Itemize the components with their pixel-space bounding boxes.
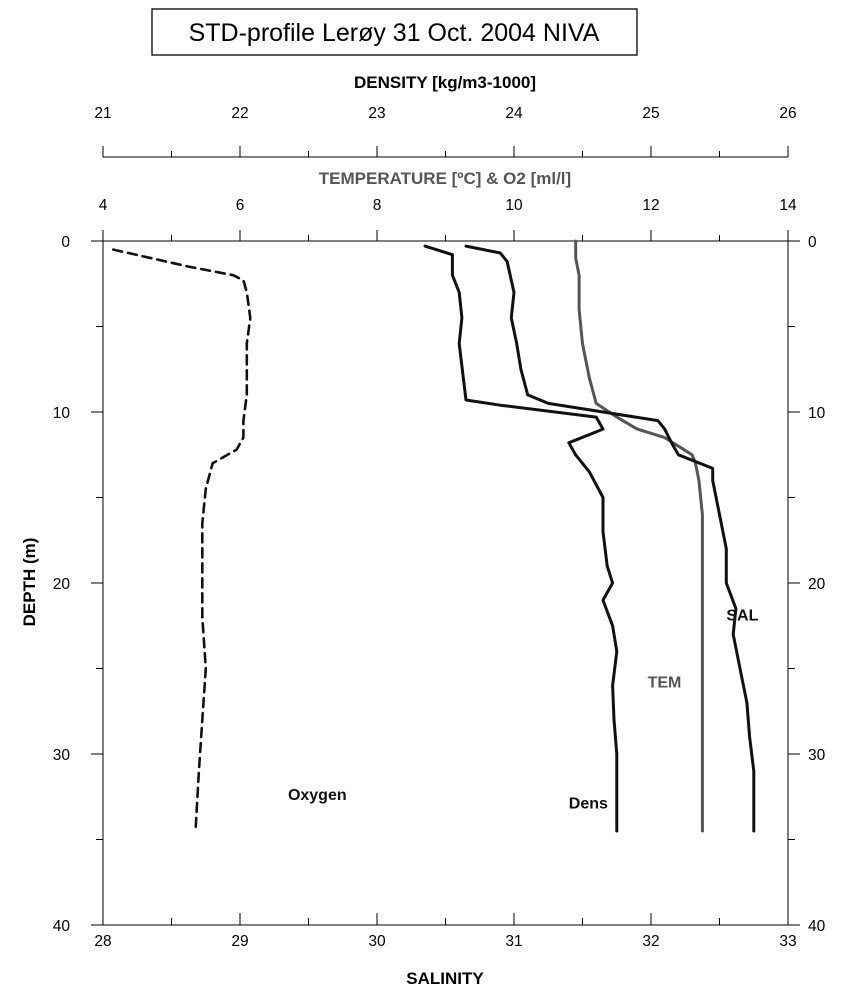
temperature-tick-label: 6 <box>236 197 245 214</box>
depth-tick-label-right: 0 <box>808 234 817 251</box>
temperature-tick-label: 8 <box>373 197 382 214</box>
depth-tick-label-left: 30 <box>53 747 71 764</box>
chart-title: STD-profile Lerøy 31 Oct. 2004 NIVA <box>189 19 600 47</box>
series-line-sal <box>464 244 756 833</box>
salinity-tick-label: 32 <box>642 933 659 950</box>
depth-tick-label-right: 20 <box>808 576 826 593</box>
density-tick-label: 22 <box>231 105 248 122</box>
salinity-tick-label: 31 <box>505 933 522 950</box>
density-tick-label: 25 <box>642 105 659 122</box>
temperature-tick-label: 14 <box>779 197 797 214</box>
annotation-dens: Dens <box>569 796 608 813</box>
annotation-sal: SAL <box>726 608 758 625</box>
salinity-tick-label: 29 <box>231 933 248 950</box>
density-tick-label: 24 <box>505 105 523 122</box>
depth-tick-label-right: 40 <box>808 918 826 935</box>
annotation-oxygen: Oxygen <box>288 787 347 804</box>
salinity-tick-label: 28 <box>94 933 111 950</box>
density-tick-label: 23 <box>368 105 385 122</box>
depth-tick-label-left: 10 <box>53 405 71 422</box>
temperature-tick-label: 4 <box>99 197 108 214</box>
series-lines <box>112 239 756 833</box>
temperature-tick-label: 10 <box>505 197 523 214</box>
depth-axis-label: DEPTH (m) <box>20 538 39 627</box>
temperature-tick-label: 12 <box>642 197 659 214</box>
density-axis-label: DENSITY [kg/m3-1000] <box>354 73 536 92</box>
salinity-tick-label: 33 <box>779 933 796 950</box>
depth-tick-label-left: 20 <box>53 576 71 593</box>
series-annotations: Oxygen Dens TEM SAL <box>288 608 759 813</box>
series-line-oxygen <box>112 248 252 833</box>
salinity-axis-label: SALINITY <box>406 969 484 988</box>
axes: 21 22 23 24 25 26 4 6 8 10 12 14 28 29 30 31 32 33 0 0 10 10 2… <box>53 105 826 950</box>
salinity-tick-label: 30 <box>368 933 386 950</box>
title-box <box>151 8 638 56</box>
depth-tick-label-left: 40 <box>53 918 71 935</box>
depth-tick-label-right: 30 <box>808 747 826 764</box>
temperature-axis-label: TEMPERATURE [ºC] & O2 [ml/l] <box>319 169 571 188</box>
depth-tick-label-left: 0 <box>61 234 70 251</box>
density-tick-label: 26 <box>779 105 796 122</box>
annotation-tem: TEM <box>648 674 682 691</box>
depth-tick-label-right: 10 <box>808 405 826 422</box>
density-tick-label: 21 <box>94 105 111 122</box>
series-line-dens <box>423 244 619 833</box>
series-line-tem <box>574 239 704 833</box>
